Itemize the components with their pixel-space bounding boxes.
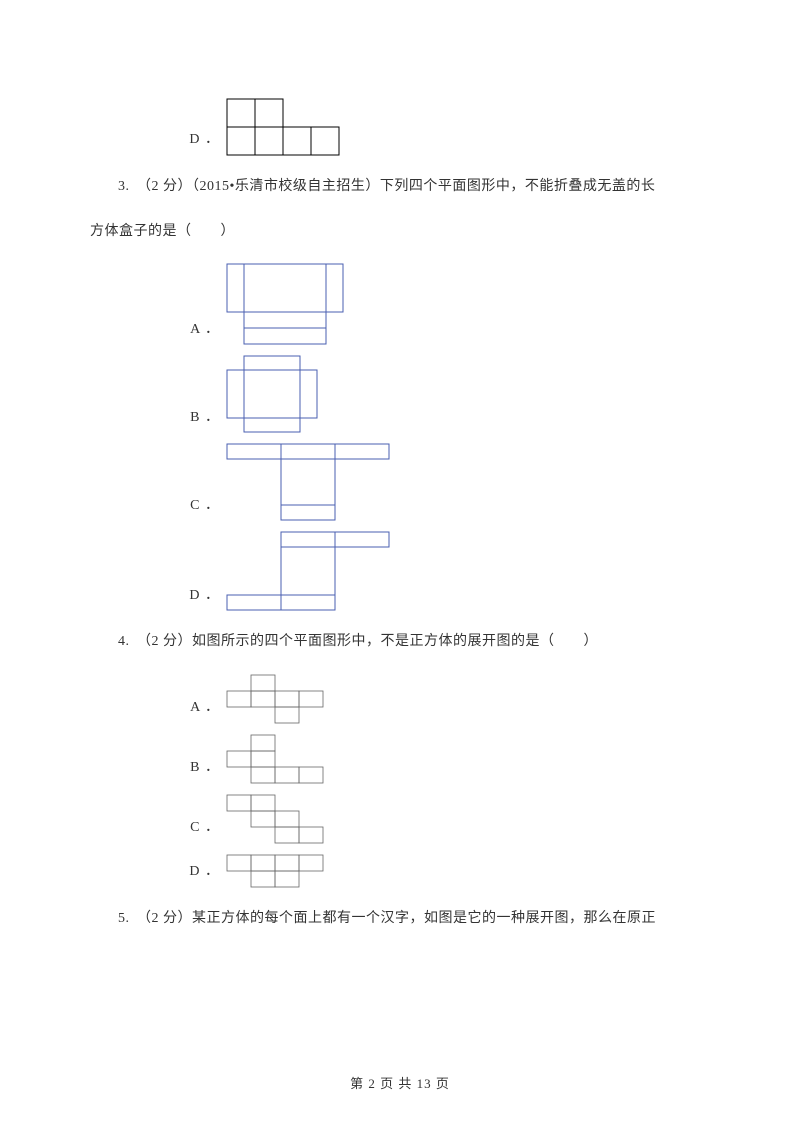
q3-option-b-figure bbox=[226, 355, 318, 433]
q5-text: 5. （2 分）某正方体的每个面上都有一个汉字，如图是它的一种展开图，那么在原正 bbox=[90, 906, 710, 933]
option-label: B ． bbox=[90, 755, 226, 784]
q4-option-b: B ． bbox=[90, 734, 710, 784]
option-label: D ． bbox=[90, 127, 226, 156]
q3-option-c: C ． bbox=[90, 443, 710, 521]
page-footer: 第 2 页 共 13 页 bbox=[0, 1073, 800, 1092]
option-label: C ． bbox=[90, 493, 226, 522]
q3-text-line2: 方体盒子的是（ ） bbox=[90, 219, 710, 246]
q2-option-d: D ． bbox=[90, 98, 710, 156]
q3-option-d-figure bbox=[226, 531, 391, 611]
q3-option-b: B ． bbox=[90, 355, 710, 433]
footer-suffix: 页 bbox=[432, 1076, 450, 1091]
q3-option-d: D ． bbox=[90, 531, 710, 611]
option-label: B ． bbox=[90, 405, 226, 434]
q4-text: 4. （2 分）如图所示的四个平面图形中，不是正方体的展开图的是（ ） bbox=[90, 629, 710, 656]
option-label: D ． bbox=[90, 859, 226, 888]
q4-option-c-figure bbox=[226, 794, 326, 844]
footer-middle: 页 共 bbox=[376, 1076, 417, 1091]
q3-option-a: A ． bbox=[90, 263, 710, 345]
q4-option-d-figure bbox=[226, 854, 326, 888]
option-label: C ． bbox=[90, 815, 226, 844]
option-label: A ． bbox=[90, 317, 226, 346]
footer-page: 2 bbox=[368, 1076, 376, 1091]
q4-option-a: A ． bbox=[90, 674, 710, 724]
q3-option-a-figure bbox=[226, 263, 344, 345]
option-label: D ． bbox=[90, 583, 226, 612]
q4-option-a-figure bbox=[226, 674, 326, 724]
q2-option-d-figure bbox=[226, 98, 341, 156]
q4-option-d: D ． bbox=[90, 854, 710, 888]
q3-option-c-figure bbox=[226, 443, 391, 521]
option-label: A ． bbox=[90, 695, 226, 724]
footer-prefix: 第 bbox=[350, 1076, 368, 1091]
q4-option-c: C ． bbox=[90, 794, 710, 844]
q3-text-line1: 3. （2 分）（2015•乐清市校级自主招生）下列四个平面图形中，不能折叠成无… bbox=[90, 174, 710, 201]
q4-option-b-figure bbox=[226, 734, 326, 784]
footer-total: 13 bbox=[417, 1076, 432, 1091]
